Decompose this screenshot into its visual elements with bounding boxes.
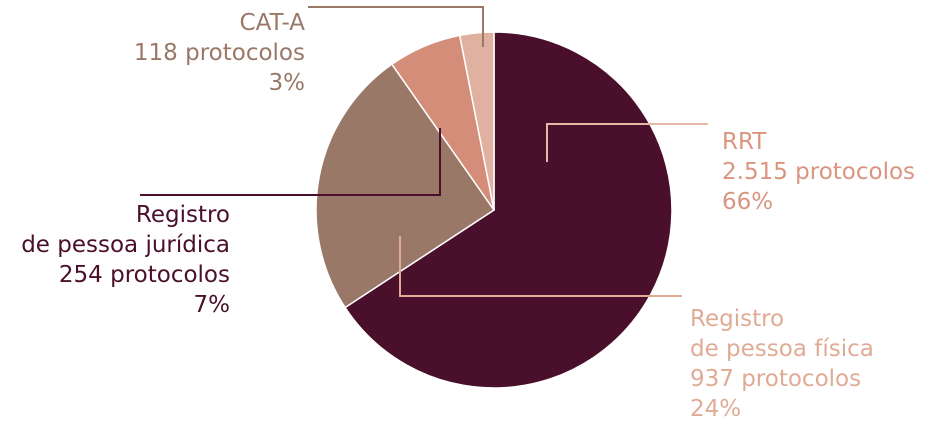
- label-pf-line1: Registro: [690, 306, 785, 332]
- leader-line-cat-a: [308, 6, 484, 47]
- leader-lines: [140, 6, 708, 297]
- label-pj-count: 254 protocolos: [58, 262, 230, 288]
- leader-line-pessoa-juridica: [140, 128, 441, 196]
- label-pessoa-juridica: Registro de pessoa jurídica 254 protocol…: [21, 200, 230, 320]
- label-rrt-count: 2.515 protocolos: [722, 159, 916, 185]
- label-pf-pct: 24%: [690, 396, 742, 422]
- label-rrt-pct: 66%: [722, 189, 774, 215]
- label-pj-line2: de pessoa jurídica: [21, 232, 230, 258]
- slice-cat-a: [458, 31, 495, 211]
- pie-slices: [315, 31, 673, 389]
- label-rrt-name: RRT: [722, 129, 767, 155]
- leader-line-rrt: [546, 123, 708, 162]
- label-pj-line1: Registro: [135, 202, 230, 228]
- label-cat-a-name: CAT-A: [239, 10, 305, 36]
- label-cat-a-count: 118 protocolos: [133, 40, 305, 66]
- label-pf-count: 937 protocolos: [690, 366, 862, 392]
- label-pf-line2: de pessoa física: [690, 336, 874, 362]
- label-cat-a: CAT-A 118 protocolos 3%: [134, 8, 305, 98]
- label-rrt: RRT 2.515 protocolos 66%: [722, 127, 915, 217]
- slice-rrt: [344, 31, 673, 389]
- label-pessoa-fisica: Registro de pessoa física 937 protocolos…: [690, 304, 874, 424]
- label-cat-a-pct: 3%: [268, 70, 306, 96]
- label-pj-pct: 7%: [193, 292, 231, 318]
- leader-line-pessoa-fisica: [399, 236, 682, 297]
- slice-pessoa-fisica: [315, 63, 495, 309]
